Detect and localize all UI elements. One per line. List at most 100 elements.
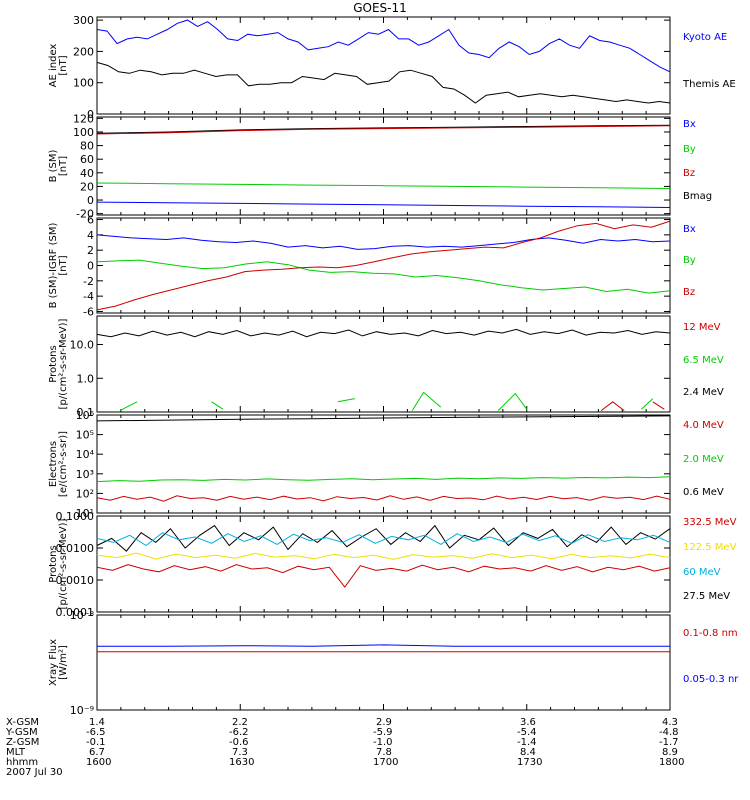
y-tick-label: 300 (73, 14, 94, 27)
series-segment-12-mev (600, 401, 625, 411)
legend-label: Bx (683, 224, 696, 235)
y-tick-label: 80 (80, 140, 94, 153)
series-line-bmag (96, 124, 671, 134)
footer-row-label: X-GSM (6, 717, 40, 728)
footer-value: 4.3 (662, 717, 678, 728)
y-tick-label: 10⁻⁸ (70, 609, 95, 622)
legend-label: Bmag (683, 191, 712, 202)
panel-frame (96, 217, 671, 314)
footer-value: -5.4 (517, 727, 537, 738)
y-axis-label: [e/(cm²-s-sr)] (58, 431, 69, 497)
panel-ae: 0 100 200 300 AE index [nT] Kyoto AE Themis AE (48, 14, 736, 121)
legend-label: 0.6 MeV (683, 487, 724, 498)
series-segment-6-5-mev (337, 398, 355, 403)
y-tick-label: -4 (83, 290, 94, 303)
y-tick-label: 10⁻⁹ (70, 704, 94, 717)
y-axis-label: [nT] (58, 55, 69, 75)
y-axis-label: [p/(cm²-s-sr-MeV)] (58, 318, 69, 409)
footer-value: -1.0 (373, 737, 393, 748)
y-axis-label: Electrons (48, 441, 59, 487)
series-line-0-05-0-3-nm (97, 644, 670, 647)
y-tick-label: 10⁵ (76, 429, 94, 442)
series-line-332-5-mev (96, 564, 671, 588)
series-line-122-5-mev (96, 552, 671, 560)
footer-row-label: Z-GSM (6, 737, 40, 748)
y-tick-label: 10⁶ (76, 409, 95, 422)
series-segment-6-5-mev (119, 401, 138, 412)
legend-label: Bz (683, 168, 695, 179)
y-tick-label: 200 (73, 45, 94, 58)
y-tick-label: 10¹ (76, 507, 94, 520)
footer-value: 2.9 (376, 717, 392, 728)
footer-value: 1600 (86, 757, 112, 768)
legend-label: Kyoto AE (683, 32, 727, 43)
y-axis-label: [nT] (58, 156, 69, 176)
series-line-by (96, 182, 671, 189)
legend-label: 0.05-0.3 nr (683, 674, 739, 685)
y-tick-label: 10³ (76, 468, 94, 481)
footer-value: -0.6 (229, 737, 249, 748)
y-axis-label: Protons (48, 345, 59, 382)
y-axis-label: B (SM) (48, 149, 59, 182)
panel-frame (96, 515, 671, 613)
series-line-27-5-mev (96, 524, 671, 552)
y-axis-label: Protons (48, 545, 59, 582)
legend-label: 60 MeV (683, 567, 721, 578)
panel-xray: 10⁻⁹ 10⁻⁸ Xray Flux [W/m²] 0.1-0.8 nm 0.05-0.… (48, 609, 739, 717)
page-title: GOES-11 (353, 1, 407, 15)
footer-value: 6.7 (89, 747, 105, 758)
footer-value: 1730 (517, 757, 543, 768)
footer-value: 7.8 (376, 747, 392, 758)
series-segment-6-5-mev (641, 398, 654, 410)
y-tick-label: 120 (73, 112, 94, 125)
legend-label: Bx (683, 119, 696, 130)
legend-label: 122.5 MeV (683, 542, 737, 553)
footer-value: 1700 (373, 757, 399, 768)
y-tick-label: 100 (73, 77, 94, 90)
footer-value: 8.9 (662, 747, 678, 758)
y-tick-label: -2 (83, 275, 94, 288)
footer-value: -6.2 (229, 727, 249, 738)
y-tick-label: -20 (76, 208, 94, 221)
series-segment-6-5-mev (411, 391, 442, 411)
y-tick-label: 0 (87, 108, 94, 121)
y-tick-label: 0.0010 (56, 574, 95, 587)
footer-value: -0.1 (86, 737, 106, 748)
legend-label: 12 MeV (683, 322, 721, 333)
footer-block: X-GSM Y-GSM Z-GSM MLT hhmm 2007 Jul 30 1… (0, 717, 750, 797)
series-line-bx (96, 234, 671, 250)
series-line-bz (96, 220, 671, 311)
y-tick-label: 1.0 (77, 372, 95, 385)
footer-value: -6.5 (86, 727, 106, 738)
footer-row-label: MLT (6, 747, 25, 758)
y-tick-label: 100 (73, 126, 94, 139)
panel-frame (96, 315, 671, 413)
footer-value: -4.8 (659, 727, 679, 738)
legend-label: 4.0 MeV (683, 420, 724, 431)
y-tick-label: 0 (87, 260, 94, 273)
series-segment-12-mev (652, 401, 665, 410)
legend-label: Themis AE (682, 79, 736, 90)
legend-label: 2.4 MeV (683, 387, 724, 398)
panel-db: -6 -4 -2 0 2 4 6 B (SM)-IGRF (SM) [nT] Bx By Bz (48, 214, 696, 319)
y-axis-label: [nT] (58, 255, 69, 275)
footer-value: -1.4 (517, 737, 537, 748)
y-tick-label: 0.1 (77, 406, 95, 419)
footer-value: -1.7 (659, 737, 679, 748)
series-line-2-4-mev (96, 328, 671, 338)
legend-label: 6.5 MeV (683, 355, 724, 366)
series-segment-6-5-mev (497, 392, 528, 411)
series-line-60-mev (96, 532, 671, 547)
footer-value: 8.4 (520, 747, 536, 758)
legend-label: 2.0 MeV (683, 454, 724, 465)
y-tick-label: 0 (87, 194, 94, 207)
series-line-2-0-mev (96, 476, 671, 483)
footer-value: 1800 (659, 757, 685, 768)
panel-frame (96, 614, 671, 711)
footer-value: 1.4 (89, 717, 105, 728)
legend-label: 0.1-0.8 nm (683, 628, 738, 639)
series-line-bz (96, 201, 671, 208)
legend-label: By (683, 144, 696, 155)
series-segment-6-5-mev (211, 401, 224, 410)
